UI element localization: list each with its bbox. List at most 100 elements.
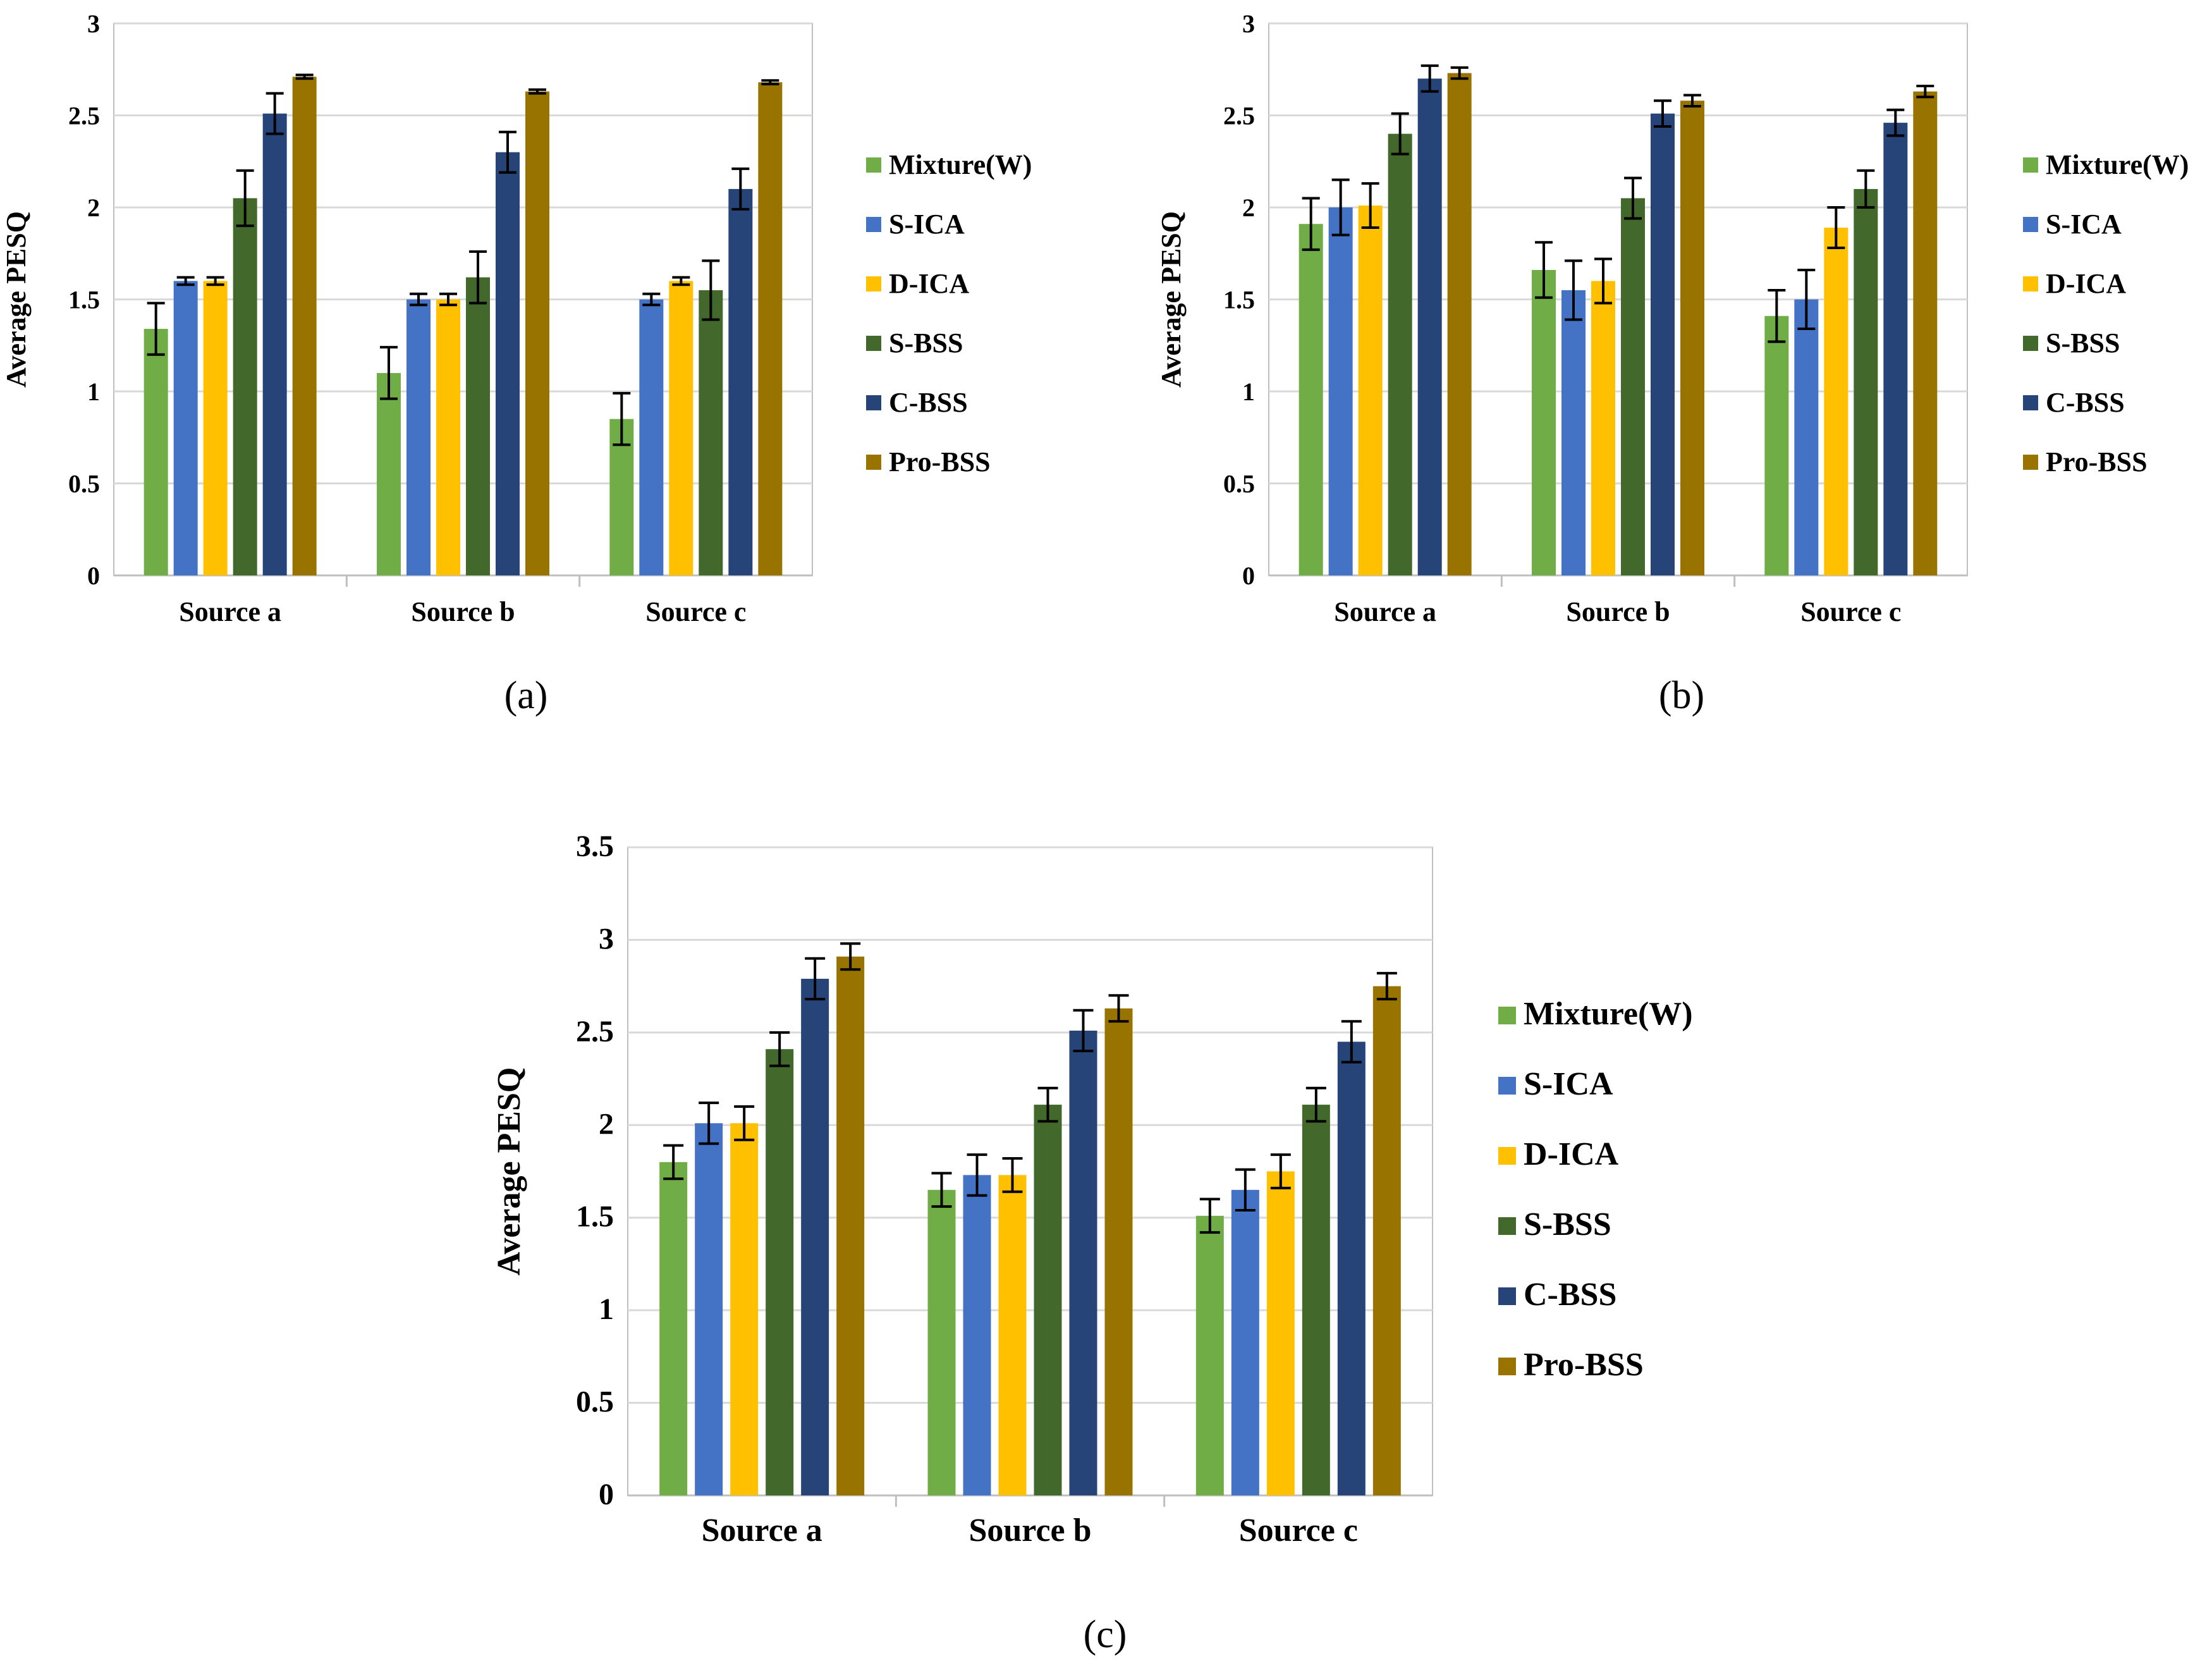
bar [292,77,317,575]
legend-swatch [2023,276,2038,291]
legend-swatch [866,157,881,173]
chart-panel-2: 0 0.5 1 1.5 2 2.5 3 3.5 Average PESQ Source a Sour… [491,830,1693,1656]
y-tick-label: 2.5 [1223,102,1255,130]
chart-panel-0: 0 0.5 1 1.5 2 2.5 3 Average PESQ Source a Source … [1,9,1032,717]
legend-swatch [866,276,881,291]
bar [1358,206,1383,576]
x-tick-label: Source a [702,1512,822,1549]
bar [1266,1171,1295,1495]
legend-swatch [866,217,881,232]
bar [1854,188,1878,575]
bar [1561,290,1586,575]
x-tick-label: Source c [1239,1512,1358,1549]
bar [1913,91,1938,576]
legend-label: S-ICA [889,209,965,240]
legend-swatch [866,336,881,351]
legend-label: S-BSS [889,328,963,359]
legend-label: Pro-BSS [1524,1347,1644,1383]
legend-swatch [1498,1358,1516,1375]
y-tick-label: 1 [599,1292,614,1326]
y-tick-label: 0.5 [576,1385,614,1419]
bar [525,91,549,576]
y-tick-label: 1.5 [68,286,100,314]
bar [1388,133,1412,576]
bar [1302,1105,1330,1495]
y-tick-label: 3 [87,9,100,38]
x-tick-label: Source c [1800,596,1901,627]
y-tick-label: 3.5 [576,830,614,863]
y-tick-label: 1.5 [1223,286,1255,314]
bar [1231,1189,1259,1495]
x-tick-label: Source a [1334,596,1436,627]
bar [927,1189,956,1495]
legend-label: C-BSS [889,387,968,418]
legend-label: S-BSS [1524,1206,1611,1242]
bar [436,299,460,575]
bar [836,956,865,1495]
bar [730,1123,759,1495]
bar [728,188,753,575]
bar [144,329,168,575]
legend-swatch [2023,395,2038,410]
bar [173,281,198,575]
legend-label: D-ICA [2046,268,2126,299]
legend-label: Mixture(W) [1524,996,1693,1032]
y-tick-label: 3 [1242,9,1255,38]
bar [1034,1105,1062,1495]
legend-swatch [2023,455,2038,470]
bar [766,1049,794,1495]
bar [1447,73,1472,575]
bar [1680,101,1704,576]
legend-swatch [1498,1077,1516,1095]
y-tick-label: 0.5 [68,470,100,498]
y-tick-label: 2 [87,193,100,222]
legend-label: S-BSS [2046,328,2120,359]
legend-swatch [2023,157,2038,173]
legend-label: Pro-BSS [889,446,991,477]
bar [1532,269,1556,575]
legend-label: D-ICA [889,268,969,299]
bar [1328,207,1353,575]
y-tick-label: 1 [1242,377,1255,406]
x-tick-label: Source a [179,596,281,627]
y-tick-label: 1 [87,377,100,406]
legend-label: D-ICA [1524,1136,1619,1172]
y-tick-label: 0 [1242,561,1255,590]
legend-swatch [1498,1287,1516,1305]
bar [1104,1008,1133,1495]
x-tick-label: Source b [969,1512,1091,1549]
y-tick-label: 0.5 [1223,470,1255,498]
bar [699,290,723,575]
bar [1195,1215,1224,1495]
bar [466,277,490,575]
bar [406,299,431,575]
y-tick-label: 3 [599,922,614,955]
bar [1621,198,1645,575]
bar [669,281,694,575]
bar [801,978,829,1495]
bar [377,372,401,575]
bar [1794,299,1819,575]
legend-swatch [866,395,881,410]
y-tick-label: 2.5 [68,102,100,130]
bar [1337,1041,1366,1495]
bar [998,1175,1027,1495]
bar [496,152,520,575]
bar [203,281,228,575]
bar [963,1175,991,1495]
legend-label: S-ICA [1524,1066,1613,1102]
x-tick-label: Source b [411,596,515,627]
y-axis-label: Average PESQ [1,211,32,388]
x-tick-label: Source b [1566,596,1670,627]
bar [695,1123,723,1495]
legend-label: Mixture(W) [2046,149,2189,180]
bar [1417,78,1442,576]
y-tick-label: 1.5 [576,1200,614,1234]
panel-label: (b) [1659,674,1704,717]
y-axis-label: Average PESQ [1156,211,1187,388]
bar [1824,228,1848,575]
bar [1069,1030,1097,1495]
legend-swatch [1498,1217,1516,1235]
y-axis-label: Average PESQ [491,1067,527,1276]
bar [1372,986,1401,1495]
